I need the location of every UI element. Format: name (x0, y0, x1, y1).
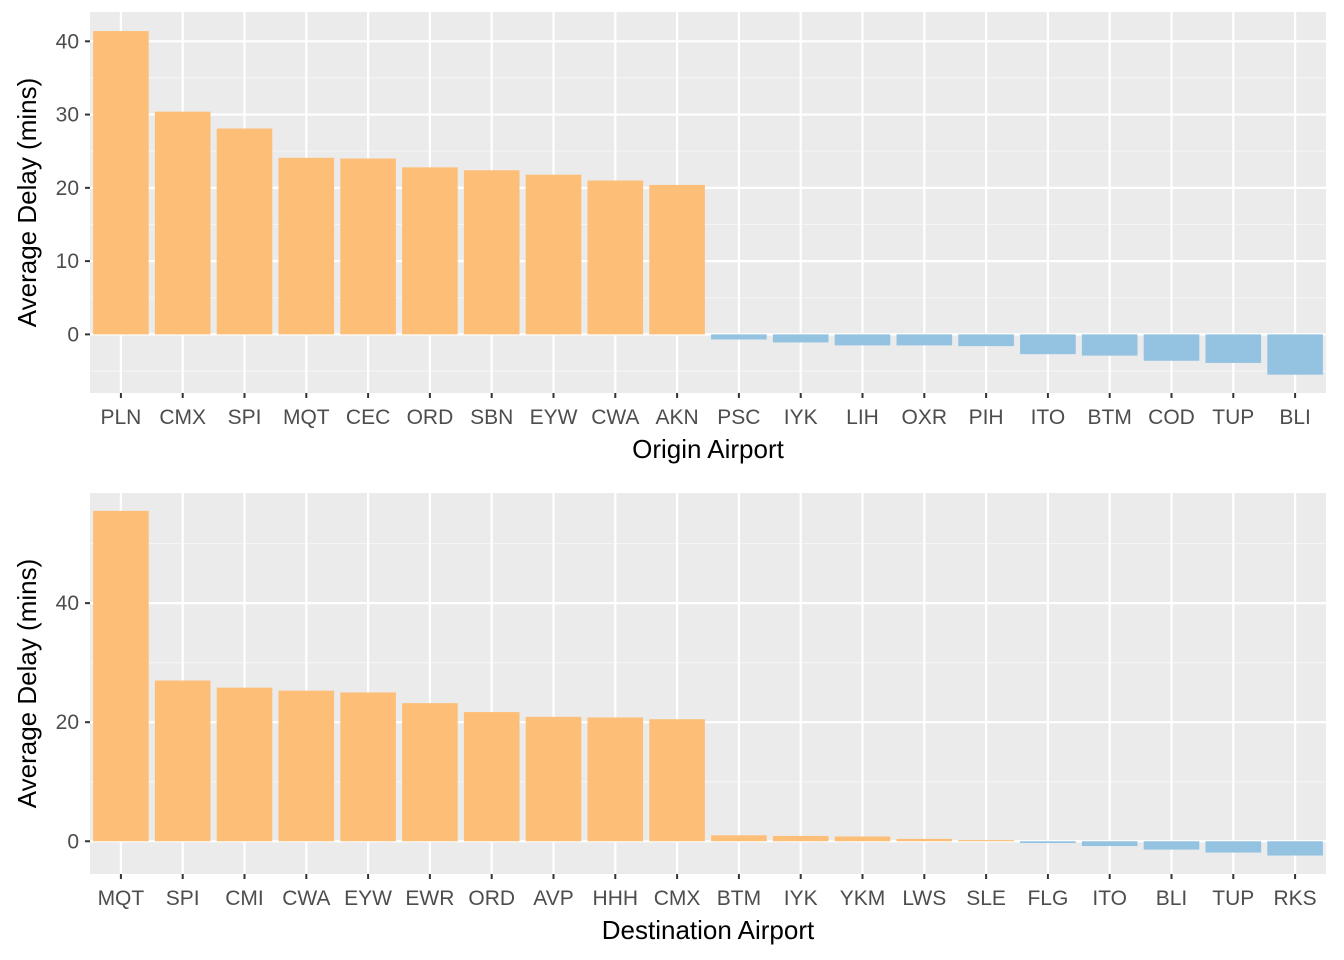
bar-cod (1143, 334, 1200, 361)
x-tick-label: LWS (902, 887, 946, 910)
x-tick-label: SBN (470, 406, 513, 429)
x-tick-label: BLI (1156, 887, 1188, 910)
x-tick-label: LIH (846, 406, 879, 429)
bar-eyw (340, 692, 396, 842)
x-tick-label: BLI (1279, 406, 1311, 429)
x-tick-label: CWA (591, 406, 639, 429)
x-tick-label: ITO (1031, 406, 1066, 429)
bar-btm (1081, 334, 1138, 356)
x-tick-label: AKN (656, 406, 699, 429)
bar-lih (834, 334, 891, 346)
bar-ykm (834, 836, 891, 842)
bar-sle (958, 840, 1014, 842)
bar-cmi (216, 687, 273, 842)
x-tick-label: CMI (225, 887, 264, 910)
bar-mqt (278, 157, 335, 335)
x-tick-label: ORD (468, 887, 515, 910)
bar-hhh (587, 717, 644, 842)
x-tick-label: ITO (1092, 887, 1127, 910)
x-tick-label: SLE (966, 887, 1006, 910)
y-tick-label: 0 (67, 323, 79, 346)
bar-ito (1081, 841, 1138, 847)
x-tick-label: CMX (654, 887, 701, 910)
x-tick-label: PLN (100, 406, 141, 429)
origin-delay-chart: 0 10 20 30 40 PLN CMX SPI MQT CEC ORD SBN EYW CWA AKN P… (12, 12, 1326, 464)
x-tick-label: YKM (840, 887, 886, 910)
x-tick-label: CMX (159, 406, 206, 429)
x-tick-label: OXR (902, 406, 948, 429)
x-tick-label: PSC (717, 406, 760, 429)
bar-cec (340, 158, 396, 335)
x-tick-label: IYK (784, 887, 818, 910)
x-tick-label: EYW (344, 887, 392, 910)
x-tick-label: IYK (784, 406, 818, 429)
bar-psc (711, 334, 767, 340)
x-tick-label: EYW (530, 406, 578, 429)
x-axis-title: Destination Airport (602, 915, 815, 945)
y-axis-title: Average Delay (mins) (12, 78, 42, 328)
y-tick-label: 30 (56, 104, 79, 127)
x-tick-label: EWR (405, 887, 454, 910)
x-tick-label: COD (1148, 406, 1195, 429)
bar-pln (93, 31, 149, 335)
y-tick-label: 20 (56, 177, 79, 200)
y-tick-label: 10 (56, 250, 79, 273)
bar-flg (1020, 841, 1076, 844)
bar-tup (1205, 334, 1262, 363)
y-tick-label: 40 (56, 592, 79, 615)
x-tick-label: AVP (533, 887, 573, 910)
bar-cmx (649, 719, 705, 842)
bar-btm (711, 835, 767, 842)
y-tick-label: 40 (56, 30, 79, 53)
x-tick-label: TUP (1212, 887, 1254, 910)
x-tick-label: BTM (1088, 406, 1132, 429)
bar-eyw (525, 174, 582, 335)
bar-ord (402, 167, 458, 335)
x-tick-label: FLG (1027, 887, 1068, 910)
bar-cwa (587, 180, 644, 335)
x-tick-label: BTM (717, 887, 761, 910)
y-tick-label: 20 (56, 711, 79, 734)
bar-bli (1143, 841, 1200, 850)
x-tick-label: HHH (593, 887, 639, 910)
bar-ewr (402, 703, 458, 842)
bar-cmx (154, 111, 211, 335)
bar-oxr (896, 334, 953, 346)
bar-tup (1205, 841, 1262, 853)
bar-bli (1267, 334, 1323, 375)
panel-background (90, 493, 1326, 874)
bar-ord (463, 712, 520, 842)
bar-pih (958, 334, 1014, 347)
panel-background (90, 12, 1326, 393)
x-tick-label: TUP (1212, 406, 1254, 429)
x-tick-label: CEC (346, 406, 390, 429)
x-tick-label: CWA (282, 887, 330, 910)
x-tick-label: RKS (1274, 887, 1317, 910)
y-tick-label: 0 (67, 830, 79, 853)
bar-mqt (93, 510, 149, 842)
bar-iyk (772, 835, 829, 842)
x-axis-title: Origin Airport (632, 434, 784, 464)
bar-akn (649, 184, 705, 335)
bar-spi (154, 680, 211, 842)
bar-spi (216, 128, 273, 335)
bar-iyk (772, 334, 829, 343)
bar-lws (896, 838, 953, 842)
y-axis-title: Average Delay (mins) (12, 559, 42, 809)
x-tick-label: PIH (969, 406, 1004, 429)
x-tick-label: ORD (407, 406, 454, 429)
destination-delay-chart: 0 20 40 MQT SPI CMI CWA EYW EWR ORD AVP HHH CMX BTM IY… (12, 493, 1326, 945)
x-tick-label: MQT (283, 406, 330, 429)
x-tick-label: MQT (98, 887, 145, 910)
x-tick-label: SPI (228, 406, 262, 429)
bar-sbn (463, 170, 520, 335)
bar-ito (1020, 334, 1076, 355)
bar-rks (1267, 841, 1323, 856)
bar-cwa (278, 690, 335, 842)
bar-avp (525, 716, 582, 842)
x-tick-label: SPI (166, 887, 200, 910)
